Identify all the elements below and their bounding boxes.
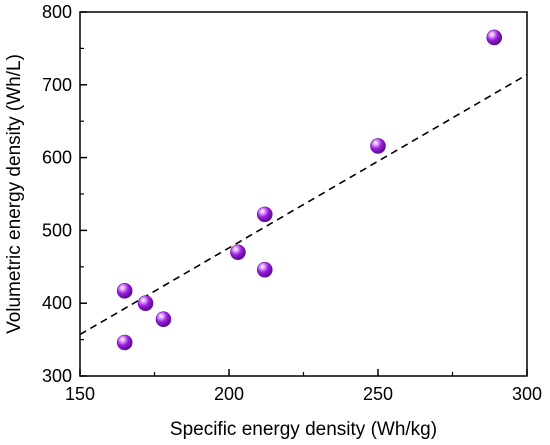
y-tick-label: 800	[42, 2, 72, 22]
trend-line	[79, 73, 528, 336]
data-point	[486, 29, 503, 46]
y-tick-label: 300	[42, 366, 72, 386]
data-point	[370, 138, 386, 154]
y-tick-label: 700	[42, 75, 72, 95]
y-axis-title: Volumetric energy density (Wh/L)	[4, 54, 25, 334]
y-tick-label: 500	[42, 220, 72, 240]
data-point	[230, 244, 246, 261]
x-tick-label: 300	[512, 384, 542, 404]
data-point	[256, 261, 273, 278]
data-point	[137, 295, 154, 312]
data-point	[116, 283, 133, 299]
data-points	[116, 29, 503, 351]
axis-ticks	[79, 11, 528, 377]
x-tick-label: 150	[65, 384, 95, 404]
data-point	[155, 311, 172, 328]
plot-frame	[79, 11, 528, 377]
x-axis-title: Specific energy density (Wh/kg)	[170, 419, 437, 440]
axis-tick-labels: 150 200 250 300 300 400 500 600 700 800	[42, 2, 542, 404]
y-tick-label: 400	[42, 293, 72, 313]
y-tick-label: 600	[42, 148, 72, 168]
data-point	[116, 334, 133, 351]
x-tick-label: 250	[363, 384, 393, 404]
data-point	[256, 206, 273, 223]
x-tick-label: 200	[214, 384, 244, 404]
